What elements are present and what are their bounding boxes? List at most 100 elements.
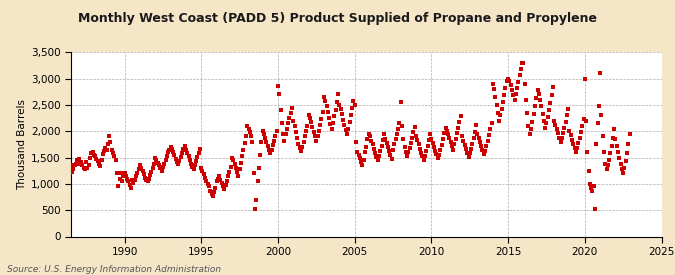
Point (416, 151, 427, 155)
Point (467, 142, 478, 146)
Point (213, 176, 223, 181)
Point (572, 146, 583, 150)
Point (486, 121, 497, 125)
Point (283, 121, 294, 125)
Point (385, 153, 396, 158)
Point (420, 154, 431, 158)
Point (408, 130, 418, 134)
Point (168, 150, 179, 155)
Point (396, 124, 407, 128)
Point (330, 108, 341, 112)
Point (183, 154, 194, 159)
Point (180, 147, 191, 152)
Point (321, 104, 332, 108)
Point (177, 151, 188, 156)
Point (403, 150, 414, 155)
Point (591, 142, 601, 147)
Point (303, 113, 314, 118)
Point (188, 167, 199, 171)
Point (529, 104, 540, 109)
Point (568, 142, 578, 146)
Point (444, 136, 455, 140)
Point (105, 139, 116, 144)
Point (337, 112, 348, 116)
Point (516, 67, 526, 71)
Point (225, 165, 236, 169)
Point (150, 155, 161, 160)
Point (147, 166, 158, 170)
Point (169, 153, 180, 158)
Point (123, 179, 134, 183)
Point (319, 95, 329, 99)
Point (564, 129, 575, 133)
Point (238, 147, 249, 152)
Point (350, 139, 361, 144)
Point (446, 144, 457, 149)
Point (216, 181, 227, 185)
Point (233, 174, 244, 178)
Point (340, 128, 351, 132)
Point (472, 132, 483, 136)
Point (542, 115, 553, 119)
Point (210, 186, 221, 190)
Point (300, 129, 311, 133)
Point (154, 163, 165, 168)
Point (329, 114, 340, 119)
Point (277, 132, 288, 136)
Point (574, 136, 585, 140)
Point (379, 132, 389, 137)
Point (448, 148, 458, 152)
Point (587, 189, 598, 193)
Point (260, 135, 271, 140)
Point (127, 177, 138, 182)
Point (387, 147, 398, 152)
Point (248, 171, 259, 175)
Point (348, 98, 359, 103)
Point (601, 167, 612, 171)
Point (81, 160, 92, 164)
Point (311, 139, 322, 143)
Point (559, 125, 570, 130)
Point (369, 146, 379, 151)
Point (140, 175, 151, 180)
Point (392, 132, 402, 136)
Point (163, 150, 173, 155)
Point (389, 142, 400, 147)
Point (532, 87, 543, 92)
Point (616, 167, 627, 171)
Point (74, 162, 85, 166)
Point (609, 126, 620, 131)
Point (136, 166, 146, 170)
Point (115, 171, 126, 175)
Point (99, 149, 109, 153)
Point (580, 119, 591, 123)
Point (331, 100, 342, 104)
Point (297, 145, 308, 149)
Point (95, 164, 106, 168)
Point (421, 149, 432, 153)
Point (61, 166, 71, 171)
Point (473, 135, 484, 140)
Point (251, 197, 262, 202)
Point (119, 171, 130, 175)
Point (259, 132, 269, 136)
Point (187, 165, 198, 169)
Point (400, 150, 411, 155)
Point (327, 121, 338, 125)
Point (470, 123, 481, 128)
Point (87, 150, 98, 155)
Point (173, 162, 184, 166)
Point (333, 92, 344, 97)
Point (533, 92, 544, 97)
Point (570, 150, 581, 154)
Point (356, 160, 367, 164)
Point (487, 82, 498, 86)
Point (380, 137, 391, 141)
Point (306, 120, 317, 125)
Point (70, 163, 80, 168)
Point (72, 158, 83, 162)
Point (279, 139, 290, 143)
Point (346, 113, 356, 118)
Point (513, 79, 524, 84)
Point (209, 190, 219, 194)
